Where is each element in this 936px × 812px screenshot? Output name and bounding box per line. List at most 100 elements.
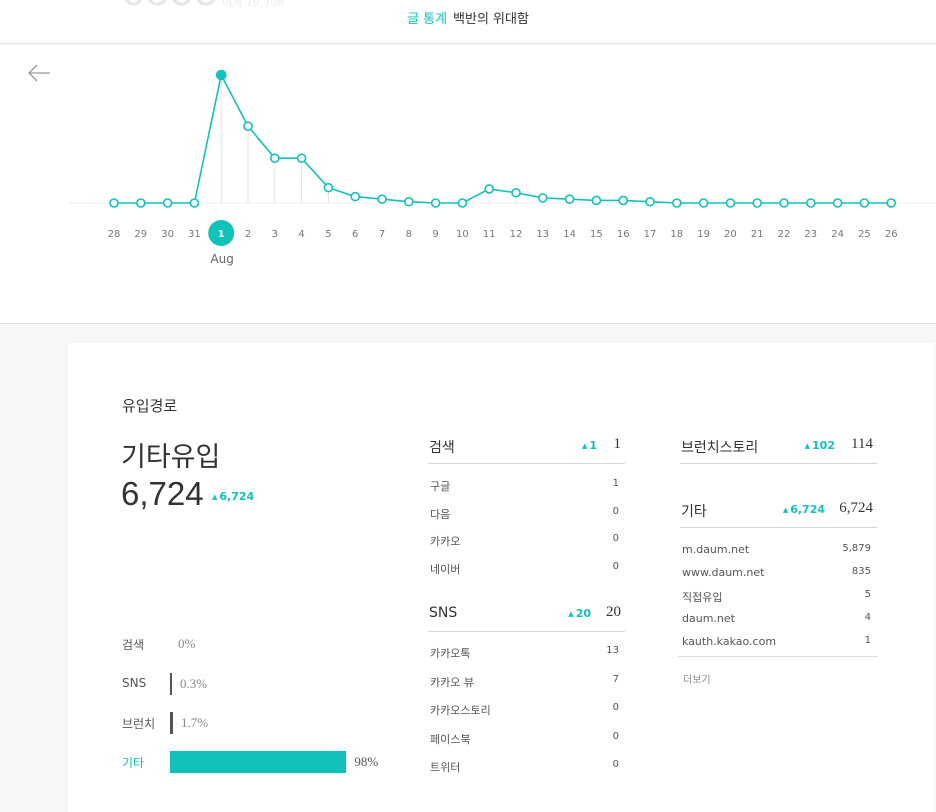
x-tick-label: 29	[134, 229, 147, 240]
etc-delta: 6,724	[783, 503, 825, 516]
source-list-item: m.daum.net 5,879	[682, 541, 875, 561]
main-source-title: 기타유입	[121, 442, 221, 473]
source-count: 0	[612, 533, 619, 544]
chart-point	[564, 194, 575, 204]
chart-point	[215, 69, 227, 81]
source-name: 직접유입	[682, 591, 723, 604]
chart-point	[243, 121, 253, 131]
x-tick-label: 28	[108, 229, 121, 240]
chart-point	[805, 198, 816, 208]
source-name: www.daum.net	[682, 566, 765, 579]
source-list-item: daum.net 4	[682, 610, 875, 630]
more-link[interactable]: 더보기	[683, 675, 711, 686]
chart-series-line	[114, 72, 892, 204]
ratio-bar-row: SNS 0.3%	[122, 673, 422, 695]
source-name: 카카오스토리	[430, 704, 491, 717]
ratio-bar-row: 검색 0%	[122, 633, 422, 655]
chart-point	[832, 198, 843, 208]
sns-section-header: SNS 20 20	[428, 604, 625, 632]
source-name: 트위터	[430, 761, 461, 774]
x-tick-label: 7	[379, 229, 385, 240]
chart-point	[350, 191, 361, 202]
chart-point	[269, 153, 280, 163]
selected-day-highlight	[208, 220, 235, 246]
chart-point	[484, 184, 495, 194]
x-tick-label: 14	[563, 229, 576, 240]
sns-total: 20	[606, 604, 621, 620]
ratio-bar-label: 기타	[122, 756, 145, 770]
source-count: 5,879	[842, 543, 871, 554]
ratio-bar-row: 기타 98%	[122, 751, 422, 773]
x-tick-label: 20	[724, 229, 737, 240]
source-list-item: kauth.kakao.com 1	[682, 633, 875, 653]
x-tick-label: 17	[644, 229, 657, 240]
x-tick-label: 19	[697, 229, 710, 240]
source-name: 카카오톡	[430, 647, 471, 660]
search-section-title: 검색	[429, 440, 455, 456]
ratio-bar-label: SNS	[122, 676, 147, 690]
ratio-bar-fill	[170, 673, 172, 695]
ratio-bar-fill	[170, 751, 347, 773]
chart-point	[886, 198, 897, 208]
ratio-bar-percent: 1.7%	[181, 715, 209, 730]
x-tick-label: 4	[298, 229, 304, 240]
source-count: 7	[612, 673, 619, 685]
arrow-left-icon[interactable]	[26, 61, 54, 85]
top-header: 6853 어제 19,308 글 통계 백반의 위대함	[0, 0, 936, 44]
source-count: 0	[612, 505, 619, 517]
source-count: 13	[606, 645, 619, 656]
source-name: daum.net	[682, 612, 735, 625]
ratio-bar-percent: 0%	[178, 636, 196, 651]
source-list-item: 직접유입 5	[682, 587, 875, 607]
chart-point	[537, 193, 548, 203]
chart-point	[403, 196, 414, 207]
source-name: 페이스북	[430, 732, 471, 746]
x-tick-label: 5	[325, 229, 331, 240]
x-tick-label: 6	[352, 229, 358, 240]
brunch-section-header: 브런치스토리 102 114	[680, 436, 877, 464]
chart-point	[698, 198, 709, 208]
x-tick-label: 10	[456, 229, 469, 240]
chart-point	[109, 198, 119, 208]
search-delta: 1	[582, 439, 597, 452]
x-tick-label: 21	[751, 229, 764, 240]
chart-point	[377, 194, 387, 204]
x-tick-label: 22	[778, 229, 791, 240]
source-list-item: 카카오 뷰 7	[430, 672, 623, 692]
source-list-item: 트위터 0	[430, 757, 623, 777]
search-total: 1	[613, 436, 622, 452]
sns-delta: 20	[568, 607, 591, 620]
source-name: 카카오 뷰	[430, 675, 474, 689]
source-count: 0	[612, 702, 619, 713]
chart-point	[511, 187, 521, 198]
chart-point	[645, 196, 655, 207]
etc-total: 6,724	[839, 500, 873, 516]
source-count: 4	[864, 612, 871, 623]
x-tick-label: 18	[670, 229, 683, 240]
chart-point	[779, 198, 789, 208]
source-count: 1	[864, 635, 871, 646]
traffic-source-card: 유입경로 기타유입 6,724 6,724 검색 0% SNS 0.3% 브런치 1.7%…	[68, 343, 934, 812]
x-tick-label: 15	[590, 229, 603, 240]
chart-point	[752, 198, 763, 208]
stats-type-label: 글 통계	[407, 12, 448, 27]
x-tick-label: 8	[406, 229, 412, 240]
chart-point	[323, 182, 334, 193]
source-count: 0	[612, 560, 619, 572]
source-list-item: 카카오스토리 0	[430, 700, 623, 720]
source-name: m.daum.net	[682, 543, 750, 556]
main-source-value: 6,724	[121, 475, 204, 512]
source-list-item: 카카오톡 13	[430, 643, 623, 663]
visitor-count-faded: 6853	[122, 0, 219, 15]
chart-point	[296, 153, 307, 163]
x-tick-label: 23	[804, 229, 817, 240]
source-list-item: 다음 0	[430, 504, 623, 524]
brunch-total: 114	[851, 436, 873, 452]
chart-point	[725, 198, 736, 208]
x-tick-label: 25	[858, 229, 871, 240]
brunch-section-title: 브런치스토리	[681, 440, 759, 456]
x-tick-label: 1	[218, 229, 225, 240]
source-name: 다음	[430, 507, 451, 521]
chart-point	[189, 198, 200, 208]
main-source-delta: 6,724	[212, 490, 254, 503]
